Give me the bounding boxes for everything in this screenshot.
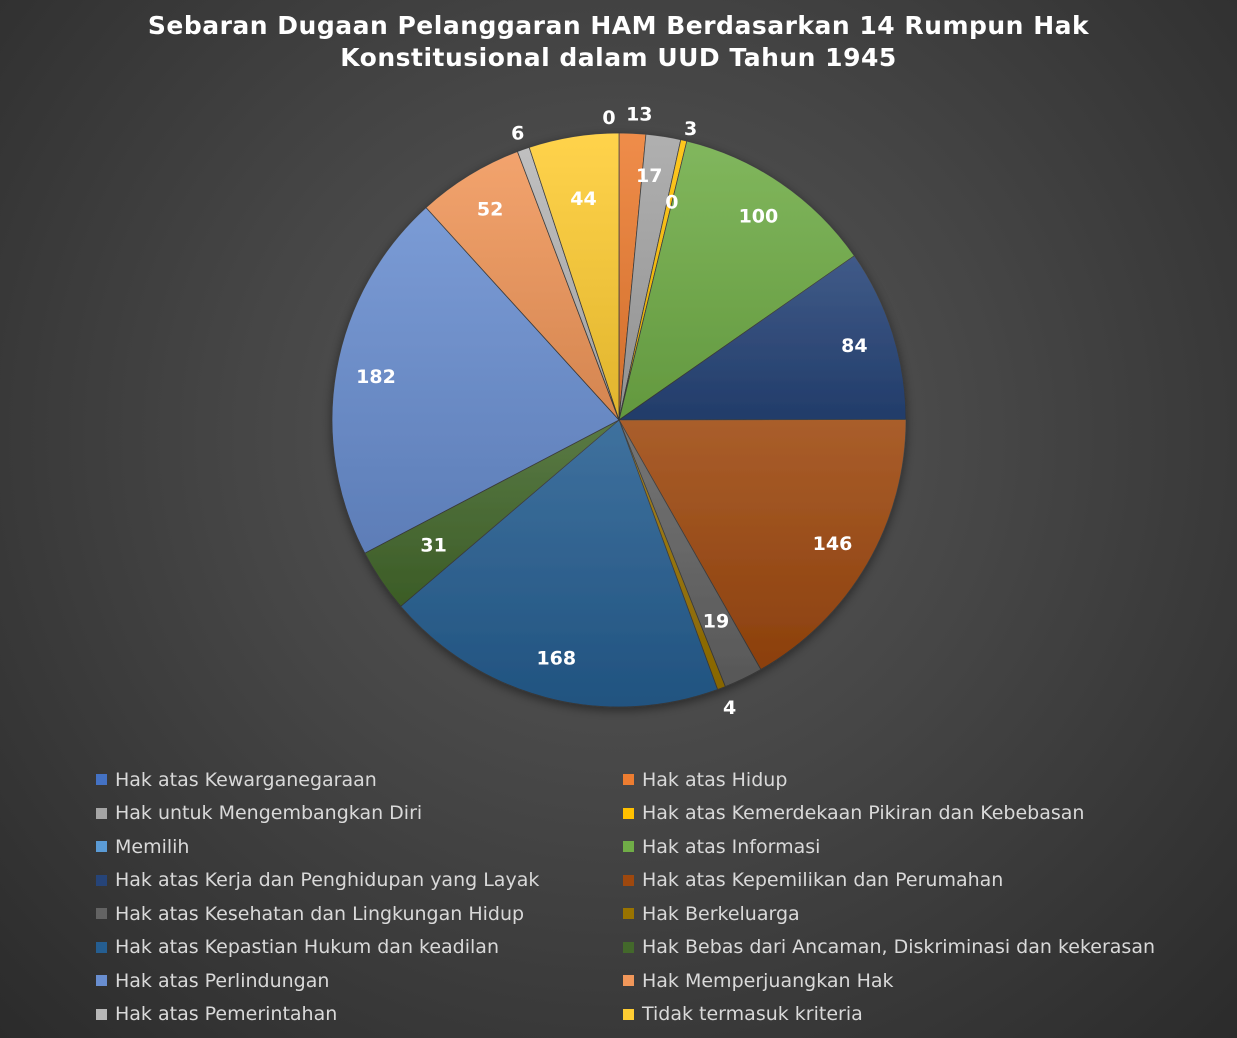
legend-swatch xyxy=(623,874,634,886)
legend-label: Hak atas Kerja dan Penghidupan yang Laya… xyxy=(115,869,540,892)
pie-slice xyxy=(528,132,620,421)
legend-item: Hak Memperjuangkan Hak xyxy=(623,964,1183,998)
pie-data-label: 0 xyxy=(602,107,615,129)
legend-label: Hak atas Pemerintahan xyxy=(115,1003,338,1026)
pie-slice xyxy=(617,255,907,421)
pie-slice xyxy=(618,419,907,671)
legend-item: Hak atas Kemerdekaan Pikiran dan Kebebas… xyxy=(623,797,1183,831)
legend-swatch xyxy=(96,874,107,886)
pie-data-label: 31 xyxy=(420,534,446,556)
legend-item: Hak atas Kewarganegaraan xyxy=(96,763,623,797)
pie-data-label: 168 xyxy=(536,648,576,670)
legend-label: Hak atas Hidup xyxy=(642,768,788,791)
pie-data-label: 84 xyxy=(841,335,867,357)
legend-swatch xyxy=(623,975,634,987)
pie-data-label: 44 xyxy=(570,188,596,210)
pie-slice xyxy=(618,140,855,421)
legend-swatch xyxy=(623,807,634,819)
chart-title: Sebaran Dugaan Pelanggaran HAM Berdasark… xyxy=(0,10,1237,74)
legend-swatch xyxy=(623,774,634,786)
legend-label: Hak atas Kewarganegaraan xyxy=(115,768,377,791)
legend-swatch xyxy=(623,941,634,953)
legend-item: Hak atas Kepastian Hukum dan keadilan xyxy=(96,931,623,965)
legend-swatch xyxy=(96,807,107,819)
legend-item: Hak atas Kerja dan Penghidupan yang Laya… xyxy=(96,864,623,898)
legend-item: Hak Bebas dari Ancaman, Diskriminasi dan… xyxy=(623,931,1183,965)
legend-swatch xyxy=(96,908,107,920)
legend-swatch xyxy=(96,941,107,953)
legend-label: Hak Bebas dari Ancaman, Diskriminasi dan… xyxy=(642,936,1156,959)
chart-legend: Hak atas Kewarganegaraan Hak atas Hidup Ha… xyxy=(96,763,1216,1031)
legend-label: Hak atas Kemerdekaan Pikiran dan Kebebas… xyxy=(642,802,1085,825)
legend-item: Hak untuk Mengembangkan Diri xyxy=(96,797,623,831)
legend-swatch xyxy=(96,774,107,786)
legend-item: Memilih xyxy=(96,830,623,864)
legend-swatch xyxy=(96,841,107,853)
legend-swatch xyxy=(623,841,634,853)
legend-item: Hak atas Kesehatan dan Lingkungan Hidup xyxy=(96,897,623,931)
legend-label: Hak atas Kepastian Hukum dan keadilan xyxy=(115,936,499,959)
pie-data-label: 0 xyxy=(665,192,678,214)
legend-label: Hak Berkeluarga xyxy=(642,902,800,925)
pie-data-label: 52 xyxy=(477,199,503,221)
pie-data-label: 4 xyxy=(723,697,736,719)
legend-label: Tidak termasuk kriteria xyxy=(642,1003,863,1026)
legend-swatch xyxy=(96,1008,107,1020)
chart-title-line-1: Sebaran Dugaan Pelanggaran HAM Berdasark… xyxy=(147,11,1090,40)
pie-slice xyxy=(400,419,719,708)
legend-item: Hak Berkeluarga xyxy=(623,897,1183,931)
legend-item: Hak atas Kepemilikan dan Perumahan xyxy=(623,864,1183,898)
legend-swatch xyxy=(96,975,107,987)
pie-data-label: 3 xyxy=(684,118,697,140)
pie-data-label: 6 xyxy=(511,122,524,144)
legend-item: Hak atas Hidup xyxy=(623,763,1183,797)
pie-data-label: 19 xyxy=(703,611,729,633)
legend-item: Hak atas Pemerintahan xyxy=(96,998,623,1032)
pie-data-label: 13 xyxy=(626,103,652,125)
legend-swatch xyxy=(623,1008,634,1020)
legend-swatch xyxy=(623,908,634,920)
legend-item: Hak atas Informasi xyxy=(623,830,1183,864)
chart-title-line-2: Konstitusional dalam UUD Tahun 1945 xyxy=(340,43,897,72)
legend-label: Hak atas Informasi xyxy=(642,835,821,858)
pie-data-label: 146 xyxy=(813,533,853,555)
legend-label: Hak atas Kesehatan dan Lingkungan Hidup xyxy=(115,902,525,925)
pie-data-label: 17 xyxy=(636,165,662,187)
legend-label: Hak atas Kepemilikan dan Perumahan xyxy=(642,869,1004,892)
legend-label: Memilih xyxy=(115,835,190,858)
legend-label: Hak atas Perlindungan xyxy=(115,969,330,992)
pie-data-label: 100 xyxy=(739,205,779,227)
legend-item: Tidak termasuk kriteria xyxy=(623,998,1183,1032)
legend-label: Hak Memperjuangkan Hak xyxy=(642,969,894,992)
legend-label: Hak untuk Mengembangkan Diri xyxy=(115,802,423,825)
legend-item: Hak atas Perlindungan xyxy=(96,964,623,998)
pie-slice xyxy=(331,207,620,554)
pie-data-label: 182 xyxy=(356,366,396,388)
